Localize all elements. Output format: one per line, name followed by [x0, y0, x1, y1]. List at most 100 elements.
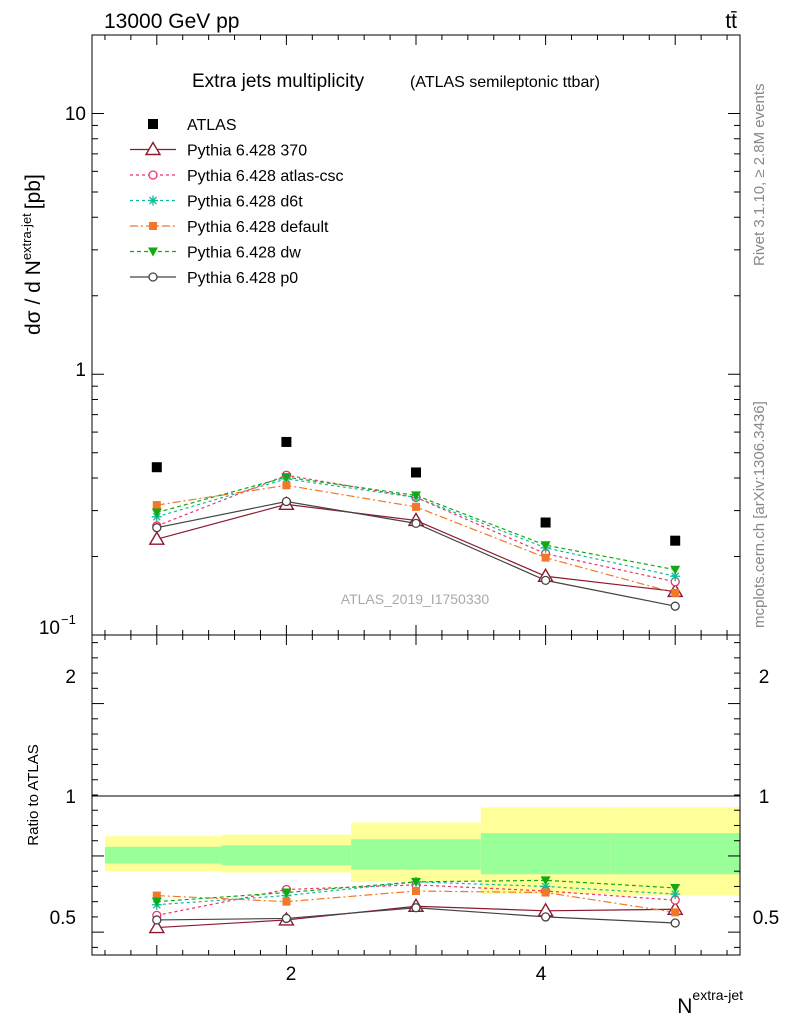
x-tick-label-2: 2 [286, 964, 297, 985]
data-point [412, 502, 420, 511]
ratio-data-point [152, 915, 162, 925]
legend-marker [144, 141, 162, 156]
data-point [671, 588, 680, 597]
ratio-data-point [540, 881, 551, 892]
main-subtitle: (ATLAS semileptonic ttbar) [410, 74, 600, 91]
legend-label: ATLAS [187, 117, 237, 134]
watermark: ATLAS_2019_I1750330 [341, 591, 490, 607]
legend-label: Pythia 6.428 p0 [187, 270, 298, 287]
ratio-data-point [412, 887, 420, 895]
x-axis-label-main: N [677, 995, 692, 1018]
ratio-data-point [540, 912, 551, 922]
data-point [148, 530, 166, 545]
ratio-data-point [151, 897, 162, 907]
legend: ATLAS Pythia 6.428 370 Pythia 6.428 atlas-… [130, 117, 344, 287]
legend-entry: Pythia 6.428 p0 [130, 270, 298, 287]
x-axis-label-sup: extra-jet [692, 987, 743, 1003]
legend-marker [148, 195, 158, 206]
legend-entry: Pythia 6.428 d6t [130, 194, 303, 211]
ratio-data-point [411, 877, 421, 887]
ratio-data-point [148, 919, 166, 934]
ratio-data-point [671, 908, 680, 917]
ratio-data-point [540, 876, 551, 886]
data-point [540, 575, 551, 586]
data-point [541, 553, 550, 562]
data-point [670, 601, 680, 611]
legend-label: Pythia 6.428 d6t [187, 194, 303, 211]
main-series-layer [148, 436, 684, 611]
atlas-data-point [151, 462, 162, 473]
atlas-data-point [670, 535, 681, 546]
ratio-band-inner [351, 839, 481, 870]
ratio-data-point [281, 888, 292, 898]
legend-label: Pythia 6.428 370 [187, 143, 307, 160]
x-axis-label: Nextra-jet [677, 987, 743, 1018]
ratio-y-tick-2-right: 2 [759, 667, 770, 688]
data-point [281, 496, 292, 507]
data-point [151, 508, 162, 518]
data-point [152, 501, 161, 510]
y-tick-label-1: 1 [75, 360, 86, 381]
x-tick-label-4: 4 [536, 964, 547, 985]
main-panel: Extra jets multiplicity (ATLAS semilepto… [19, 34, 741, 639]
legend-label: Pythia 6.428 default [187, 219, 329, 236]
data-point [670, 565, 681, 575]
y-tick-label-10: 10 [65, 104, 86, 125]
legend-entry: Pythia 6.428 370 [130, 141, 307, 160]
legend-marker [148, 247, 158, 257]
ratio-uncertainty-bands [104, 807, 740, 896]
legend-label: Pythia 6.428 dw [187, 245, 301, 262]
ratio-band-inner [221, 845, 352, 866]
data-point [281, 473, 292, 483]
main-ylabel-main: dσ / d N [22, 260, 45, 335]
data-point [282, 481, 291, 490]
ratio-data-point [670, 883, 681, 893]
data-point [411, 491, 421, 501]
ratio-y-tick-1: 1 [65, 787, 76, 808]
legend-entry: Pythia 6.428 dw [130, 245, 301, 262]
ratio-data-point [670, 918, 680, 928]
data-point [411, 518, 421, 529]
ratio-y-tick-1-right: 1 [759, 787, 770, 808]
main-ylabel-unit: [pb] [22, 174, 45, 209]
legend-marker [149, 222, 157, 230]
atlas-data-point [411, 467, 421, 478]
ratio-series-layer [148, 876, 684, 934]
main-ylabel: dσ / d Nextra-jet [pb] [19, 174, 45, 335]
ratio-data-point [152, 891, 161, 900]
main-axis-ticks [92, 34, 740, 636]
y-tick-label-base: 10 [39, 618, 60, 639]
ratio-band-inner [480, 833, 611, 875]
rivet-label: Rivet 3.1.10, ≥ 2.8M events [751, 84, 768, 267]
ratio-data-point [282, 897, 291, 906]
legend-entry: ATLAS [148, 117, 237, 134]
ratio-y-tick-0-5-right: 0.5 [753, 908, 779, 929]
data-point [152, 523, 162, 533]
ratio-series-line [156, 884, 676, 916]
legend-entry: Pythia 6.428 default [130, 219, 329, 236]
legend-label: Pythia 6.428 atlas-csc [187, 168, 344, 185]
ratio-axis-ticks [92, 635, 740, 955]
ratio-y-tick-0-5: 0.5 [50, 908, 76, 929]
energy-label: 13000 GeV pp [104, 10, 239, 33]
ratio-data-point [411, 903, 421, 913]
ratio-data-point [670, 889, 681, 900]
legend-entry: Pythia 6.428 atlas-csc [130, 168, 344, 185]
mcplots-label: mcplots.cern.ch [arXiv:1306.3436] [751, 401, 768, 628]
main-ylabel-sup: extra-jet [19, 213, 34, 260]
ratio-panel: 2 1 0.5 2 1 0.5 Ratio to ATLAS 2 4 Nextr… [25, 634, 779, 1018]
ratio-band-inner [610, 833, 740, 875]
ratio-band-inner [104, 846, 222, 864]
data-point [540, 541, 551, 551]
atlas-data-point [281, 436, 292, 447]
atlas-data-point [540, 517, 551, 528]
main-title: Extra jets multiplicity [192, 71, 365, 92]
legend-marker [148, 119, 158, 129]
ratio-ylabel: Ratio to ATLAS [25, 744, 42, 845]
legend-marker [148, 170, 158, 180]
legend-marker [148, 272, 158, 282]
ratio-data-point [541, 888, 550, 897]
y-tick-label-exponent: −1 [61, 612, 76, 627]
y-tick-label-0-1: 10 −1 [39, 612, 76, 639]
